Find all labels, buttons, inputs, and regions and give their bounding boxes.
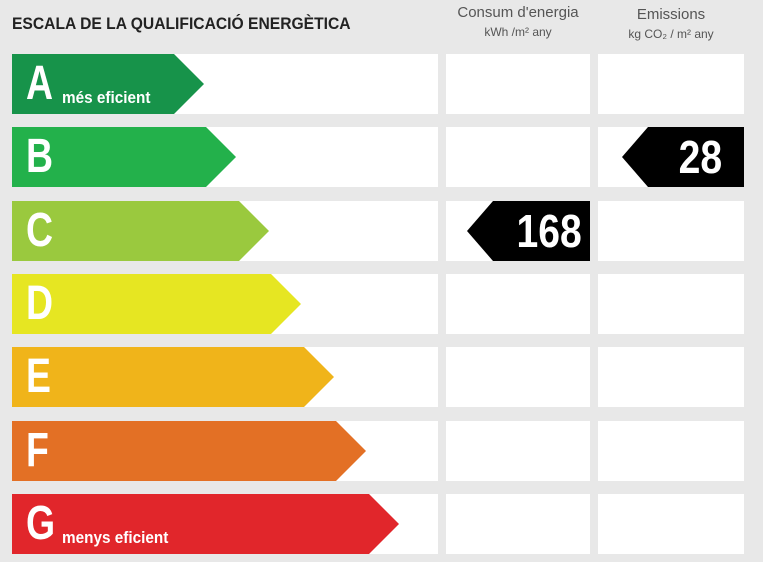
rating-letter: D xyxy=(26,277,54,330)
rating-label: menys eficient xyxy=(62,528,169,547)
rating-arrow-b: B xyxy=(12,127,236,187)
emissions-value: 28 xyxy=(678,131,722,183)
page-title: ESCALA DE LA QUALIFICACIÓ ENERGÈTICA xyxy=(12,14,351,33)
emissions-title: Emissions xyxy=(636,6,706,23)
rating-letter: B xyxy=(26,130,54,183)
consumption-cell-b xyxy=(446,127,590,187)
rating-arrow-e: E xyxy=(12,347,334,407)
consumption-cell-e xyxy=(446,347,590,407)
emissions-cell-c xyxy=(598,201,744,261)
rating-letter: F xyxy=(26,424,49,477)
rating-letter: A xyxy=(26,57,54,110)
consumption-cell-a xyxy=(446,54,590,114)
emissions-unit: kg CO₂ / m² any xyxy=(628,27,714,41)
rating-letter: E xyxy=(26,350,51,403)
consumption-title: Consum d'energia xyxy=(457,4,579,21)
rating-arrow-d: D xyxy=(12,274,301,334)
emissions-cell-f xyxy=(598,421,744,481)
consumption-marker: 168 xyxy=(467,201,590,261)
consumption-cell-d xyxy=(446,274,590,334)
rating-letter: C xyxy=(26,204,54,257)
emissions-cell-a xyxy=(598,54,744,114)
emissions-header: Emissions kg CO₂ / m² any xyxy=(598,6,744,41)
consumption-cell-f xyxy=(446,421,590,481)
rating-label: més eficient xyxy=(62,88,151,107)
consumption-value: 168 xyxy=(516,205,582,257)
consumption-cell-g xyxy=(446,494,590,554)
emissions-cell-e xyxy=(598,347,744,407)
rating-arrow-c: C xyxy=(12,201,269,261)
consumption-unit: kWh /m² any xyxy=(484,25,552,39)
rating-letter: G xyxy=(26,497,56,550)
rating-arrow-f: F xyxy=(12,421,366,481)
emissions-cell-g xyxy=(598,494,744,554)
emissions-marker: 28 xyxy=(622,127,744,187)
emissions-cell-d xyxy=(598,274,744,334)
consumption-header: Consum d'energia kWh /m² any xyxy=(446,4,590,39)
